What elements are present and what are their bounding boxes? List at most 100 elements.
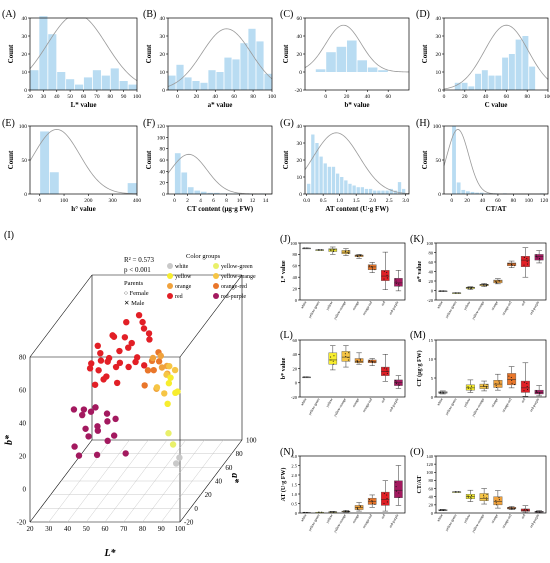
- data-dot: [536, 391, 538, 394]
- histogram-bar: [181, 172, 188, 194]
- data-dot: [374, 503, 376, 505]
- histogram-bar: [401, 188, 406, 194]
- scatter-point: [93, 451, 101, 459]
- x-tick-label: 400: [133, 198, 142, 204]
- data-dot: [306, 247, 308, 249]
- scatter-point: [165, 380, 173, 387]
- data-dot: [467, 287, 469, 289]
- y-tick-label: 20: [429, 279, 434, 284]
- x-tick-label: 20: [344, 94, 350, 100]
- data-dot: [467, 387, 469, 389]
- data-dot: [486, 285, 488, 287]
- data-dot: [383, 502, 385, 504]
- histogram-bar: [461, 82, 468, 90]
- plot-frame: [435, 339, 547, 398]
- scatter-point: [169, 441, 177, 448]
- category-label: orange: [352, 300, 361, 311]
- histogram-bar: [454, 82, 461, 90]
- x-tick-label: 12: [250, 198, 256, 204]
- y-axis-label: Count: [145, 44, 153, 63]
- y-tick-label: 0: [24, 192, 27, 198]
- data-dot: [332, 360, 334, 362]
- x-tick-label: 0.5: [320, 198, 327, 204]
- category-label: orange-red: [362, 397, 373, 413]
- box: [520, 256, 530, 267]
- data-dot: [345, 510, 347, 513]
- x-tick-label: 20: [27, 525, 35, 533]
- x-tick-label: 80: [250, 94, 256, 100]
- data-dot: [371, 265, 373, 268]
- y-tick-label: 20: [160, 181, 166, 187]
- y-tick-label: 20: [22, 52, 28, 58]
- data-dot: [523, 508, 525, 510]
- data-dot: [513, 508, 516, 510]
- histogram-bar: [393, 190, 398, 194]
- y-tick-label: 60: [19, 387, 27, 395]
- y-tick-label: -20: [295, 88, 303, 94]
- normal-curve: [304, 132, 410, 194]
- y-tick-label: 100: [433, 124, 442, 130]
- data-dot: [511, 382, 513, 384]
- data-dot: [374, 269, 376, 271]
- x-tick-label: 0.0: [303, 198, 310, 204]
- data-dot: [345, 355, 347, 357]
- y-tick-label: 0: [438, 88, 441, 94]
- x-tick-label: 70: [120, 525, 128, 533]
- histogram-bar: [381, 190, 385, 194]
- data-dot: [483, 284, 485, 286]
- x-tick-label: 60: [102, 525, 110, 533]
- category-label: orange-red: [362, 513, 373, 529]
- category-label: yellow-orange: [333, 513, 347, 533]
- category-label: yellow-green: [308, 300, 321, 319]
- data-dot: [539, 393, 541, 395]
- y-tick-label: 0: [295, 381, 298, 386]
- histogram-bar: [49, 172, 59, 194]
- category-label: orange: [352, 513, 361, 524]
- box: [381, 491, 390, 506]
- y-axis-label: Count: [421, 44, 429, 63]
- z-axis-label: a*: [229, 473, 240, 484]
- y-axis-label: CT/AT: [417, 476, 423, 494]
- y-tick-label: 0: [438, 192, 441, 198]
- data-dot: [318, 511, 320, 513]
- data-dot: [523, 390, 525, 392]
- x-tick-label: 60: [231, 94, 237, 100]
- legend-item: orange-red: [221, 284, 247, 290]
- y-tick-label: 10: [297, 175, 303, 181]
- histogram-bar: [378, 70, 388, 72]
- x-tick-label: 80: [139, 525, 147, 533]
- category-label: red: [520, 397, 526, 403]
- x-tick-label: 300: [109, 198, 118, 204]
- scatter-point: [91, 381, 99, 388]
- histogram-bar: [101, 75, 110, 90]
- data-dot: [386, 494, 388, 496]
- y-tick-label: 20: [429, 503, 434, 508]
- histogram-bar: [347, 40, 357, 72]
- scatter-point: [121, 334, 129, 341]
- scatter-point: [167, 374, 174, 381]
- histogram-c: (C) 0 20 40 60 -20 0 20 40 60 b* value Count: [280, 9, 410, 109]
- scatter-point: [166, 363, 173, 370]
- scatter-point: [104, 437, 111, 445]
- y-tick-label: 40: [297, 34, 303, 40]
- x-tick-label: 100: [525, 198, 534, 204]
- histogram-bar: [479, 192, 484, 194]
- category-label: red-purple: [388, 513, 399, 528]
- data-dot: [357, 362, 359, 364]
- data-dot: [356, 360, 358, 362]
- y-tick-label: 3.0: [291, 454, 297, 459]
- data-dot: [395, 490, 397, 492]
- legend-title: Color groups: [186, 253, 221, 260]
- data-dot: [386, 372, 388, 374]
- data-dot: [498, 499, 500, 501]
- category-label: orange-red: [501, 397, 512, 413]
- data-dot: [398, 384, 400, 387]
- histogram-bar: [452, 126, 456, 194]
- y-tick-label: 40: [22, 16, 28, 22]
- histogram-bar: [184, 77, 192, 90]
- y-tick-label: 0: [299, 70, 302, 76]
- legend-item: red-purple: [221, 294, 246, 300]
- y-tick-label: 30: [22, 34, 28, 40]
- data-dot: [455, 491, 457, 493]
- histogram-bar: [344, 180, 348, 194]
